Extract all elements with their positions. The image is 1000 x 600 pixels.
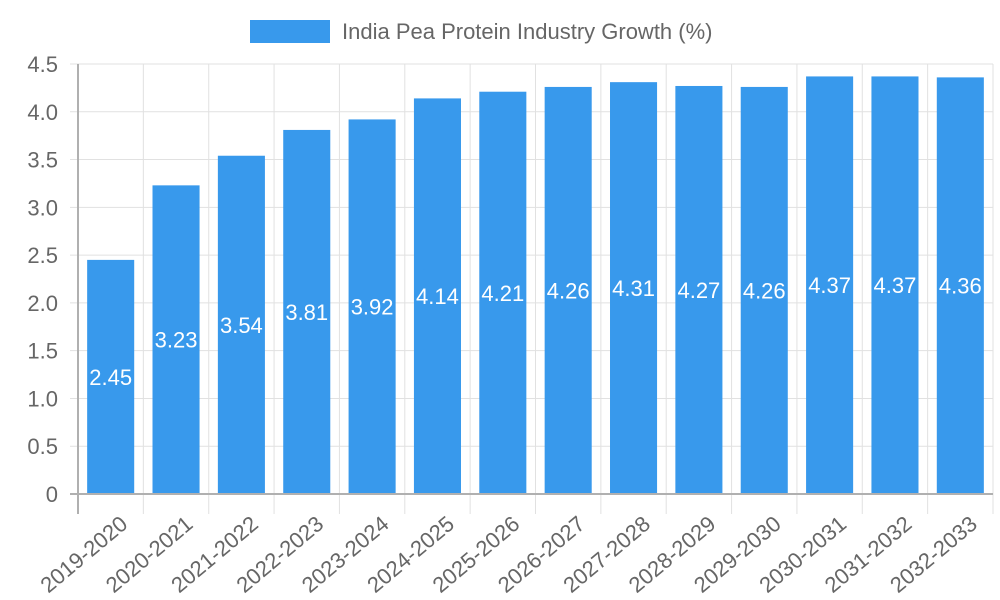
bar[interactable]	[936, 77, 984, 494]
y-tick-label: 3.5	[27, 148, 58, 173]
data-label: 4.37	[808, 273, 851, 298]
bar[interactable]	[740, 86, 788, 494]
data-label: 4.36	[939, 274, 982, 299]
axes	[70, 64, 993, 514]
bar[interactable]	[544, 86, 592, 494]
bar[interactable]	[413, 98, 461, 495]
bar[interactable]	[152, 185, 200, 494]
data-label: 4.26	[743, 278, 786, 303]
data-label: 4.14	[416, 284, 459, 309]
legend-swatch[interactable]	[250, 20, 330, 43]
data-labels: 2.45 3.23 3.54 3.81 3.92 4.14 4.21 4.26 4.31 4.27…	[89, 273, 981, 390]
data-label: 3.81	[285, 300, 328, 325]
y-tick-label: 1.0	[27, 386, 58, 411]
data-label: 3.54	[220, 313, 263, 338]
data-label: 2.45	[89, 365, 132, 390]
bar[interactable]	[283, 129, 331, 494]
bar[interactable]	[217, 155, 265, 494]
bar[interactable]	[871, 76, 919, 494]
legend-label[interactable]: India Pea Protein Industry Growth (%)	[342, 19, 713, 44]
bar[interactable]	[806, 76, 854, 494]
grid-lines	[70, 63, 994, 514]
data-label: 4.37	[874, 273, 917, 298]
y-axis-tick-labels: 0 0.5 1.0 1.5 2.0 2.5 3.0 3.5 4.0 4.5	[27, 52, 58, 507]
data-label: 4.31	[612, 276, 655, 301]
data-label: 4.27	[677, 278, 720, 303]
y-tick-label: 2.5	[27, 243, 58, 268]
y-tick-label: 0.5	[27, 434, 58, 459]
data-label: 3.23	[155, 328, 198, 353]
legend[interactable]: India Pea Protein Industry Growth (%)	[250, 19, 713, 44]
y-tick-label: 4.0	[27, 100, 58, 125]
y-tick-label: 1.5	[27, 339, 58, 364]
bar[interactable]	[348, 119, 396, 494]
y-tick-label: 3.0	[27, 195, 58, 220]
data-label: 4.26	[547, 278, 590, 303]
data-label: 4.21	[481, 281, 524, 306]
y-tick-label: 2.0	[27, 291, 58, 316]
bar[interactable]	[610, 82, 658, 495]
data-label: 3.92	[351, 295, 394, 320]
y-tick-label: 4.5	[27, 52, 58, 77]
bar[interactable]	[87, 259, 135, 494]
bars	[87, 76, 984, 495]
bar[interactable]	[479, 91, 527, 494]
x-axis-tick-labels: 2019-20202020-20212021-20222022-20232023…	[36, 511, 982, 598]
y-tick-label: 0	[46, 482, 58, 507]
bar[interactable]	[675, 85, 723, 494]
